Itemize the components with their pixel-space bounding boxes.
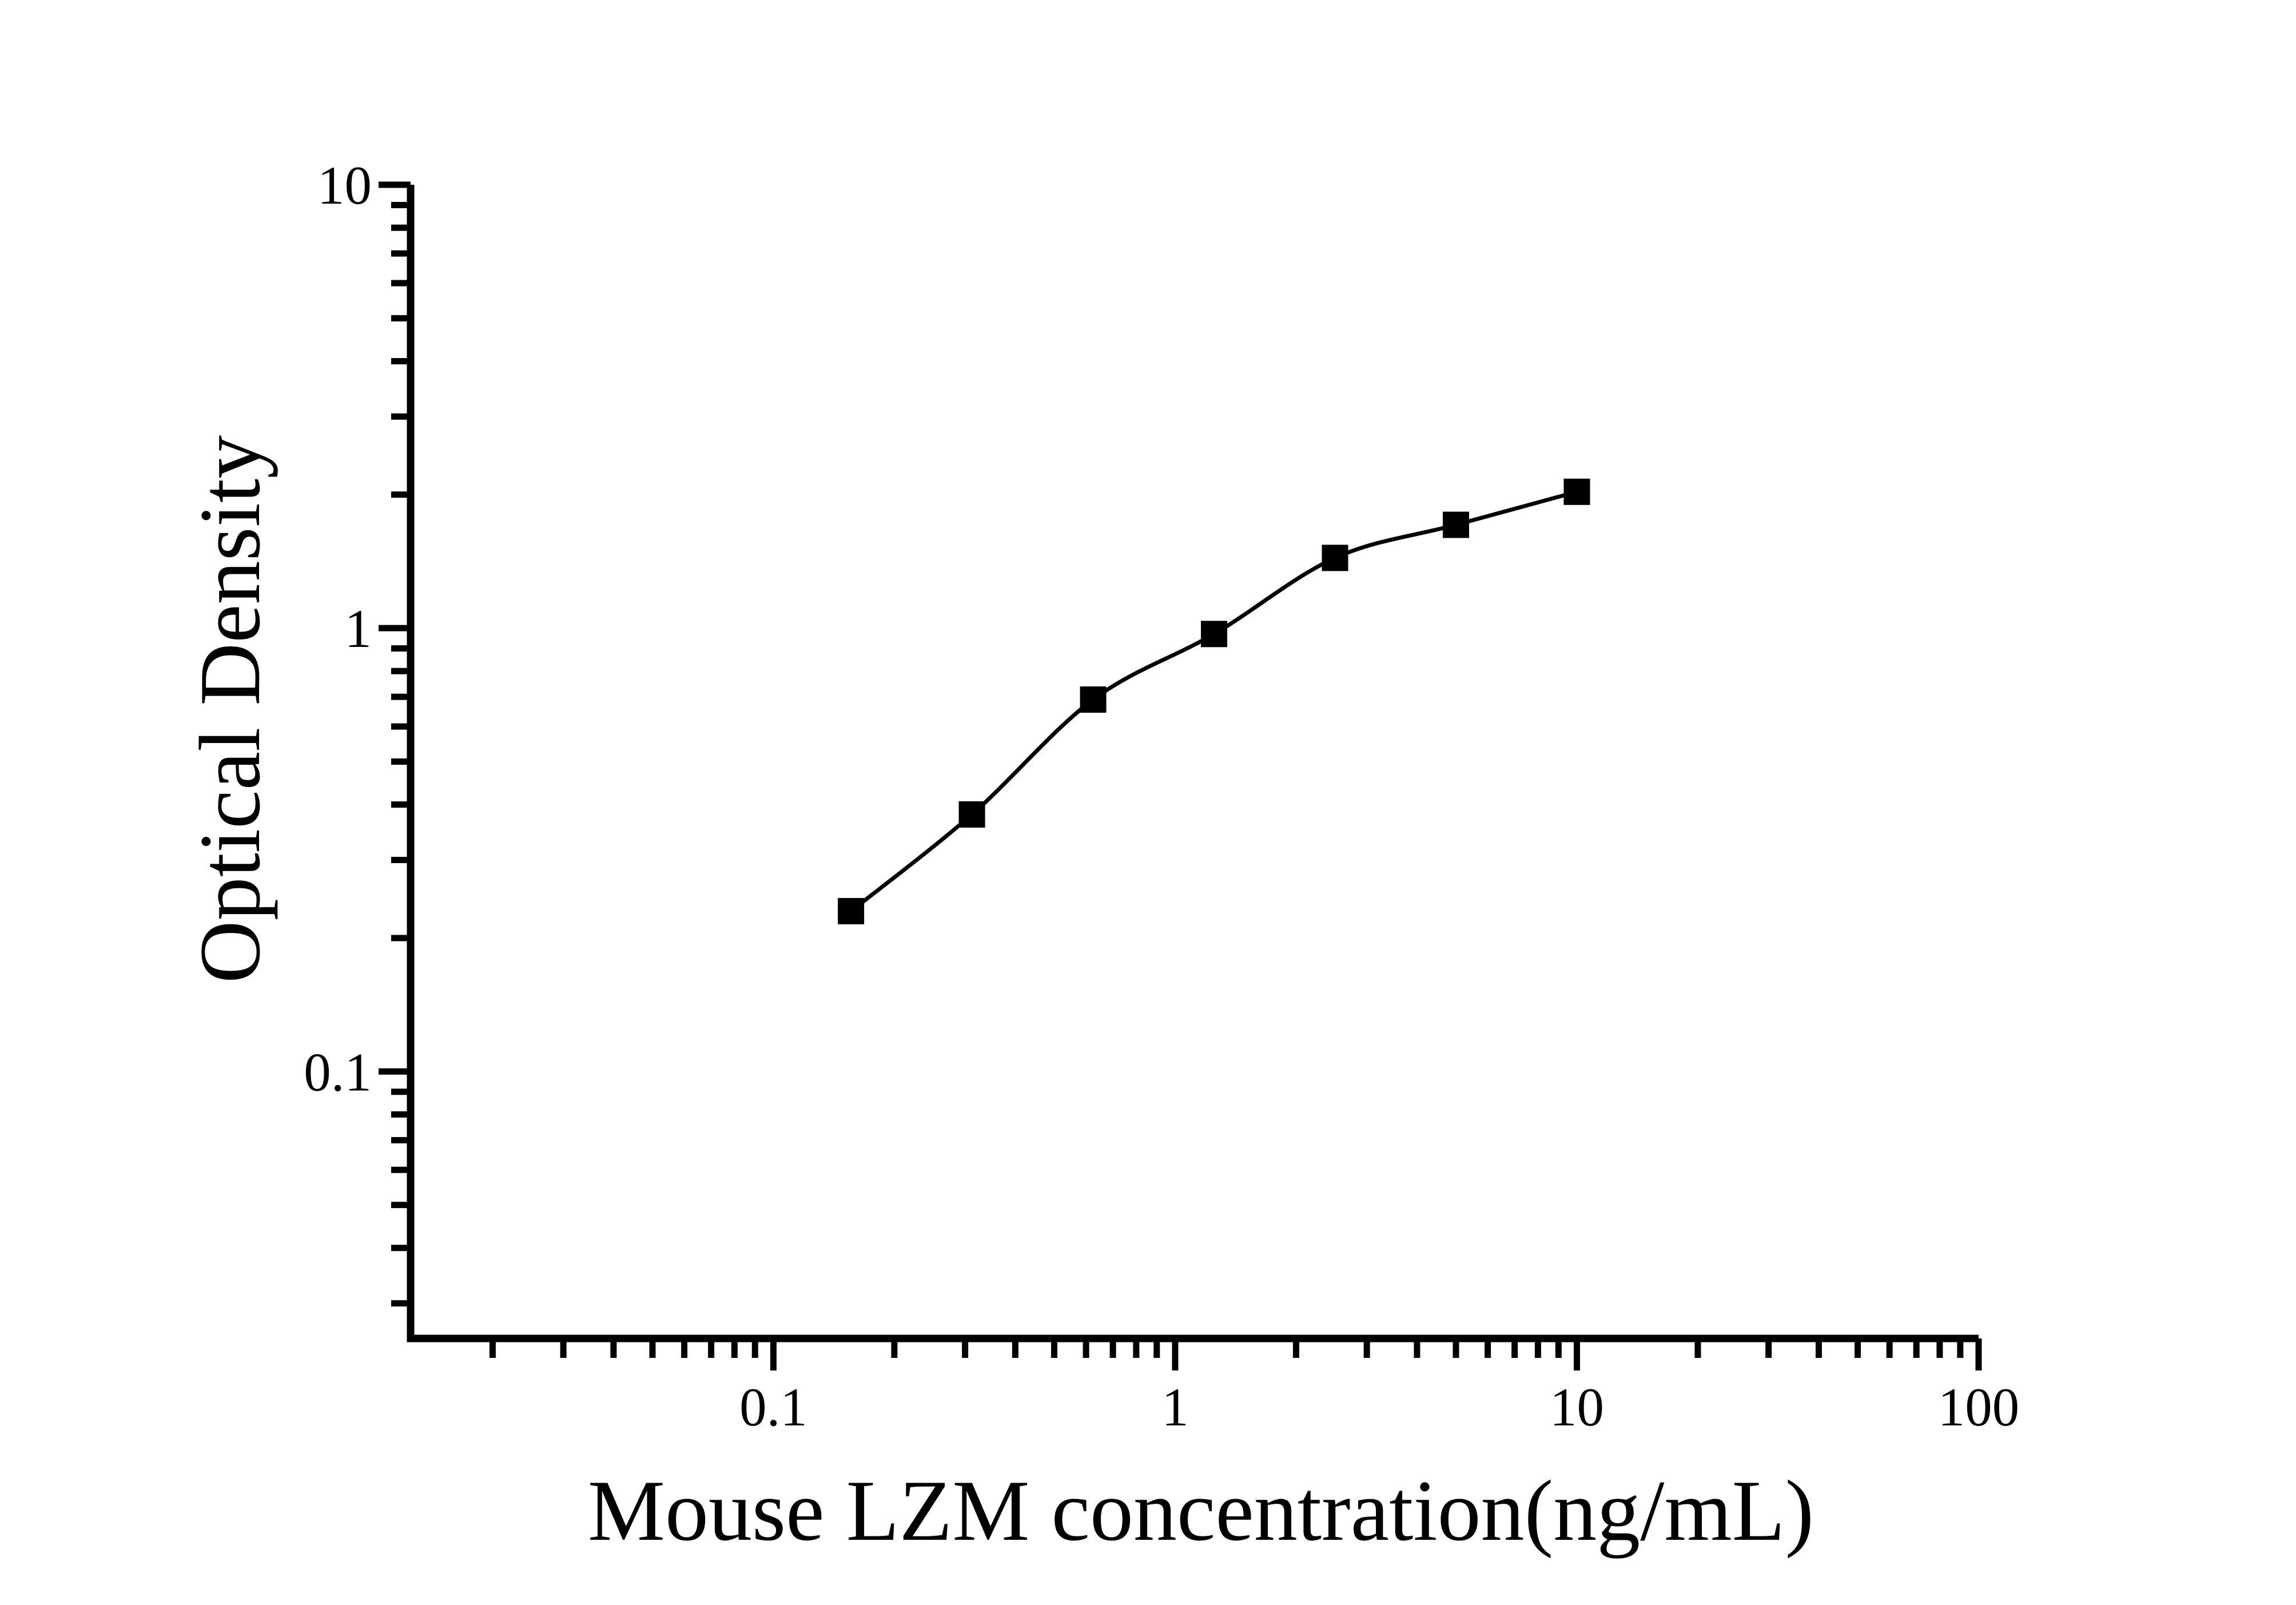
- curve-line: [849, 490, 1578, 913]
- axis-tick-labels: 0.1 1 10 100 0.1 1 10: [304, 155, 2019, 1437]
- data-point-marker: [1322, 545, 1348, 571]
- data-point-marker: [1080, 686, 1107, 713]
- data-point-markers: [838, 478, 1590, 924]
- y-axis-title: Optical Density: [182, 435, 278, 983]
- data-point-marker: [1563, 478, 1590, 505]
- x-tick-label: 100: [1938, 1377, 2020, 1437]
- y-tick-label: 10: [317, 155, 372, 216]
- y-tick-label: 0.1: [304, 1042, 372, 1102]
- data-point-marker: [1443, 511, 1469, 538]
- x-tick-label: 10: [1550, 1377, 1604, 1437]
- data-point-marker: [1201, 621, 1228, 647]
- x-tick-label: 1: [1161, 1377, 1189, 1437]
- x-axis-title: Mouse LZM concentration(ng/mL): [588, 1463, 1814, 1559]
- data-point-marker: [838, 897, 865, 924]
- x-tick-label: 0.1: [739, 1377, 807, 1437]
- data-point-marker: [958, 801, 985, 828]
- y-tick-label: 1: [345, 598, 372, 659]
- axis-ticks: [379, 181, 1982, 1370]
